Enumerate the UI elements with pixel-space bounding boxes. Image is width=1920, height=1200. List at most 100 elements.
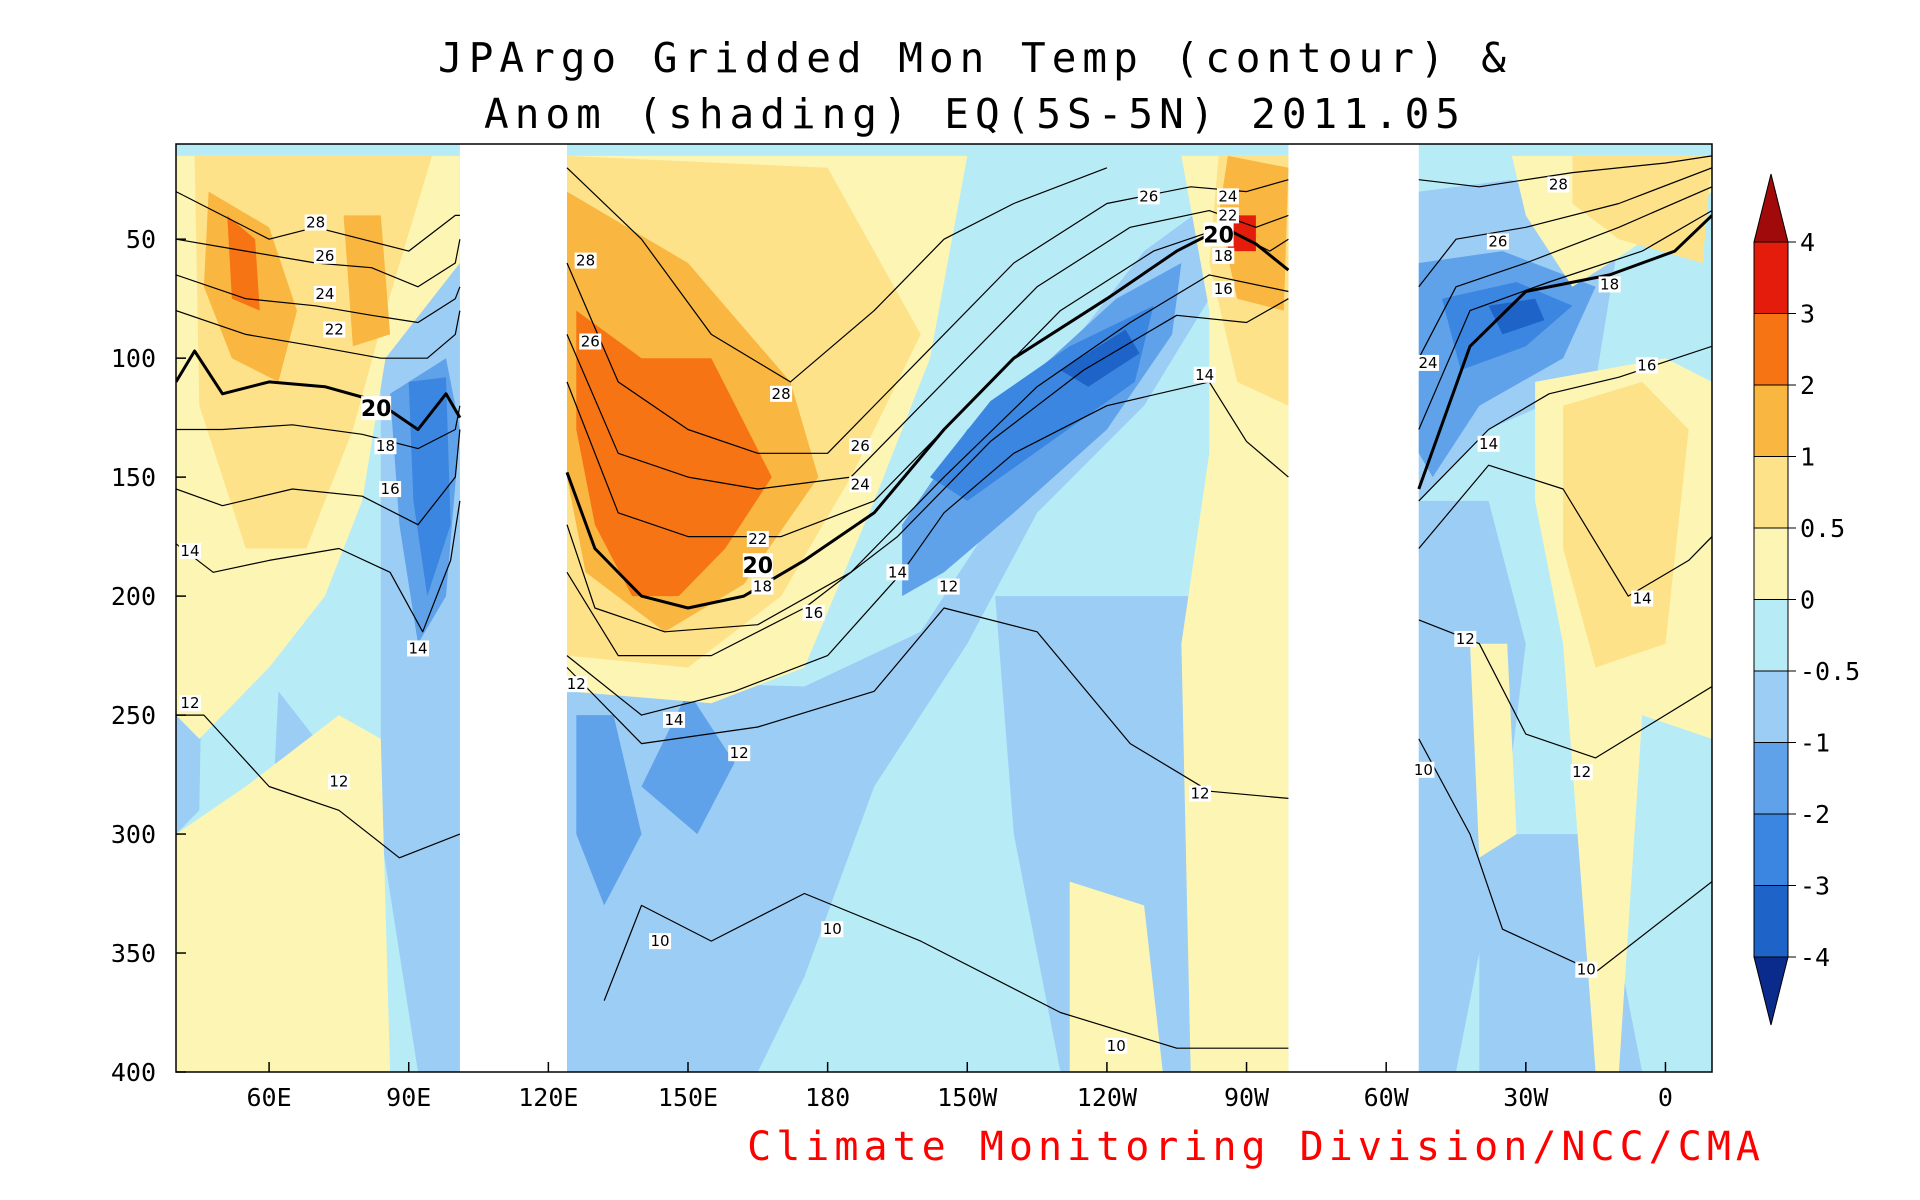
contour-label-bg-20 (886, 564, 909, 581)
anomaly-region-34 (343, 215, 391, 347)
colorbar-label-10: -4 (1800, 943, 1830, 972)
contour-22-9 (176, 310, 461, 359)
colorbar-label-1: 3 (1800, 300, 1815, 329)
contour-label-16: 22 (748, 530, 767, 548)
contour-label-bg-17 (742, 553, 773, 578)
contour-label-bg-11 (574, 252, 597, 269)
contour-label-bg-46 (1575, 961, 1598, 978)
colorbar-label-3: 1 (1800, 443, 1815, 472)
contour-label-bg-23 (565, 676, 588, 693)
contour-label-0: 28 (306, 214, 325, 232)
contour-label-bg-38 (1598, 276, 1621, 293)
x-tick-label-3: 150E (658, 1083, 718, 1112)
contour-label-45: 12 (1572, 763, 1591, 781)
contour-label-6: 16 (381, 480, 400, 498)
anomaly-region-19 (176, 715, 391, 1072)
y-tick-label-1: 100 (111, 344, 156, 373)
contour-label-24: 12 (730, 744, 749, 762)
colorbar-segment-7 (1753, 742, 1789, 815)
contour-26-3 (176, 238, 461, 288)
x-axis: 60E 90E 120E 150E 180 150W 120W 90W 60W 30W 0 (247, 1062, 1673, 1112)
contour-label-20: 14 (888, 563, 907, 581)
contour-label-bg-4 (361, 396, 392, 421)
colorbar-segment-6 (1753, 670, 1789, 743)
contour-label-bg-12 (579, 333, 602, 350)
contour-label-bg-33 (1212, 247, 1235, 264)
contour-label-36: 28 (1549, 175, 1568, 193)
contour-label-bg-1 (313, 247, 336, 264)
colorbar-segment-1 (1753, 313, 1789, 386)
x-tick-label-4: 180 (805, 1083, 850, 1112)
contour-28-2 (1418, 155, 1712, 188)
contour-label-bg-43 (1454, 630, 1477, 647)
colorbar-label-9: -3 (1800, 872, 1830, 901)
anomaly-region-17 (1488, 298, 1545, 335)
x-tick-label-2: 120E (518, 1083, 578, 1112)
colorbar-label-4: 0.5 (1800, 514, 1845, 543)
contour-12-24 (566, 607, 1289, 799)
x-tick-label-10: 0 (1658, 1083, 1673, 1112)
anomaly-region-36 (227, 215, 260, 311)
y-tick-label-4: 250 (111, 701, 156, 730)
anomaly-region-22 (1069, 881, 1163, 1072)
x-tick-label-0: 60E (247, 1083, 292, 1112)
contour-label-bg-28 (1105, 1037, 1128, 1054)
contour-label-11: 28 (576, 252, 595, 270)
colorbar: 4 3 2 1 0.5 0 -0.5 -1 -2 -3 -4 (1753, 173, 1860, 1026)
y-tick-label-5: 300 (111, 820, 156, 849)
contour-label-25: 12 (1190, 785, 1209, 803)
contour-24-6 (176, 274, 461, 324)
plot-frame (175, 143, 1713, 1073)
contour-label-44: 10 (1414, 761, 1433, 779)
anomaly-region-35 (576, 310, 772, 597)
contour-label-bg-13 (770, 385, 793, 402)
anomaly-region-4 (995, 596, 1210, 1072)
contour-14-21 (566, 381, 1289, 716)
contour-label-42: 14 (1633, 589, 1652, 607)
contour-28-1 (566, 167, 1108, 383)
contour-label-bg-40 (1635, 357, 1658, 374)
contour-14-22 (1418, 464, 1712, 597)
contour-label-18: 18 (753, 578, 772, 596)
colorbar-segment-5 (1753, 599, 1789, 672)
contour-label-1: 26 (315, 247, 334, 265)
contour-label-33: 18 (1214, 247, 1233, 265)
contour-label-43: 12 (1456, 630, 1475, 648)
credit-text: Climate Monitoring Division/NCC/CMA (747, 1124, 1765, 1170)
x-tick-label-9: 30W (1503, 1083, 1549, 1112)
anomaly-region-11 (576, 715, 642, 906)
contour-label-37: 26 (1488, 233, 1507, 251)
anomaly-shading (176, 155, 1712, 1072)
contour-label-bg-3 (323, 321, 346, 338)
contour-20-14 (1417, 214, 1712, 490)
y-tick-label-2: 150 (111, 463, 156, 492)
colorbar-label-6: -0.5 (1800, 657, 1860, 686)
contour-label-23: 12 (567, 675, 586, 693)
contour-label-bg-18 (751, 578, 774, 595)
contour-label-bg-29 (1137, 188, 1160, 205)
x-tick-label-6: 120W (1077, 1083, 1138, 1112)
anomaly-region-12 (641, 691, 735, 835)
contour-label-13: 28 (772, 385, 791, 403)
contour-label-bg-45 (1570, 764, 1593, 781)
contour-label-bg-39 (1417, 354, 1440, 371)
contour-label-9: 12 (180, 694, 199, 712)
x-tick-label-5: 150W (937, 1083, 998, 1112)
contour-label-26: 10 (651, 932, 670, 950)
contour-22-11 (1418, 210, 1712, 430)
colorbar-label-7: -1 (1800, 729, 1830, 758)
contour-label-46: 10 (1577, 961, 1596, 979)
contour-18-16 (566, 274, 1289, 633)
contour-label-bg-37 (1486, 233, 1509, 250)
contour-label-bg-7 (178, 542, 201, 559)
colorbar-segment-2 (1753, 384, 1789, 457)
contour-28-0 (176, 191, 460, 252)
contour-24-8 (1418, 186, 1712, 359)
contour-label-7: 14 (180, 542, 199, 560)
contour-label-40: 16 (1637, 356, 1656, 374)
y-tick-label-0: 50 (126, 225, 156, 254)
contour-10-27 (1418, 738, 1712, 973)
contour-label-32: 20 (1203, 223, 1234, 248)
x-tick-label-8: 60W (1364, 1083, 1410, 1112)
